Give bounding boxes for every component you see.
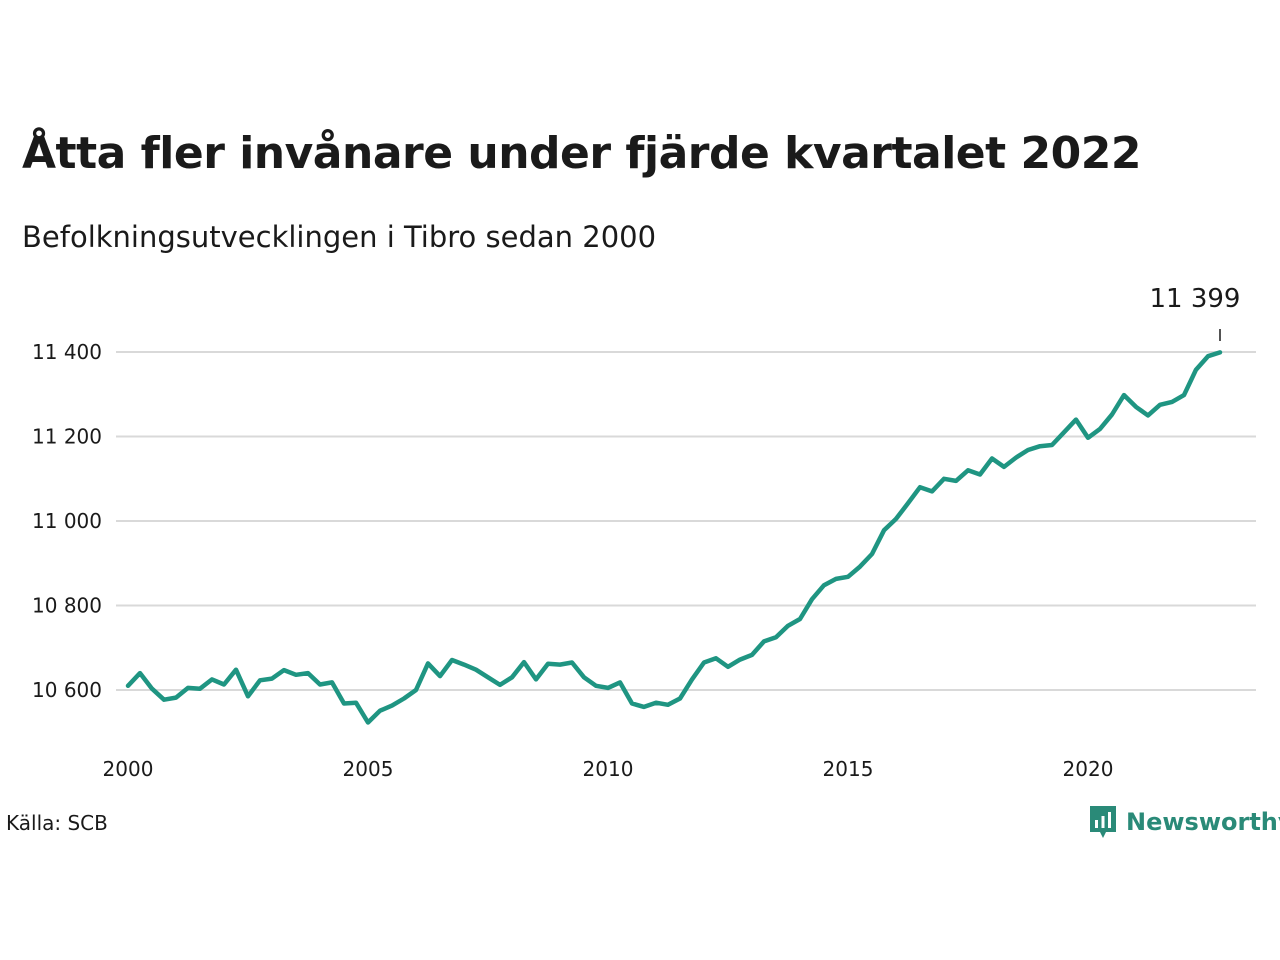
grid-lines: [116, 351, 1256, 691]
y-axis-ticks: 10 600 10 800 11 000 11 200 11 400: [32, 340, 102, 702]
series-line: [125, 350, 1223, 725]
x-tick-label: 2015: [823, 757, 874, 781]
x-tick-label: 2005: [343, 757, 394, 781]
y-tick-label: 11 400: [32, 340, 102, 364]
chart-title: Åtta fler invånare under fjärde kvartale…: [22, 128, 1141, 179]
y-tick-label: 11 200: [32, 425, 102, 449]
series-layer: [125, 350, 1223, 725]
chart-subtitle: Befolkningsutvecklingen i Tibro sedan 20…: [22, 220, 657, 254]
x-tick-label: 2000: [103, 757, 154, 781]
annotation-label: 11 399: [1150, 284, 1241, 314]
source-note: Källa: SCB: [6, 811, 108, 835]
x-tick-label: 2010: [583, 757, 634, 781]
newsworthy-icon: [1090, 806, 1116, 838]
annotation-layer: 11 399: [1150, 284, 1241, 341]
y-tick-label: 10 600: [32, 678, 102, 702]
x-tick-label: 2020: [1063, 757, 1114, 781]
brand-logo: Newsworthy: [1088, 804, 1280, 840]
y-tick-label: 11 000: [32, 509, 102, 533]
y-tick-label: 10 800: [32, 594, 102, 618]
brand-name: Newsworthy: [1126, 808, 1280, 836]
x-axis-ticks: 2000 2005 2010 2015 2020: [103, 757, 1114, 781]
